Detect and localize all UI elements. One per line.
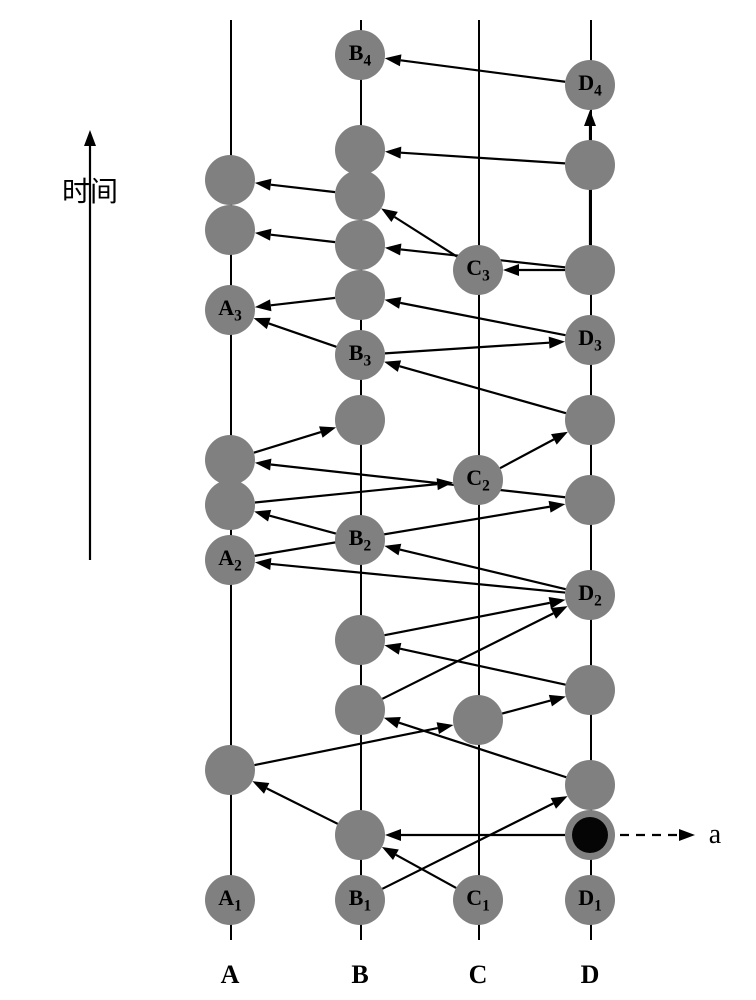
node-A3-label: A3 — [218, 295, 242, 325]
node-Dg — [565, 395, 615, 445]
node-Dj — [565, 140, 615, 190]
node-B2-label: B2 — [349, 525, 371, 555]
node-B1: B1 — [335, 875, 385, 925]
node-Bh — [335, 270, 385, 320]
node-Da-inner — [572, 817, 608, 853]
node-C1: C1 — [453, 875, 503, 925]
node-D2-label: D2 — [578, 580, 602, 610]
node-Cc — [453, 695, 503, 745]
column-label-A: A — [221, 960, 240, 990]
node-D4-label: D4 — [578, 70, 602, 100]
column-label-C: C — [469, 960, 488, 990]
node-C3-label: C3 — [466, 255, 490, 285]
node-Af — [205, 435, 255, 485]
node-B2: B2 — [335, 515, 385, 565]
node-A2: A2 — [205, 535, 255, 585]
node-D2: D2 — [565, 570, 615, 620]
node-C1-label: C1 — [466, 885, 490, 915]
annotation-a-label: a — [709, 819, 721, 851]
node-D1-label: D1 — [578, 885, 602, 915]
column-label-B: B — [351, 960, 368, 990]
node-Da — [565, 810, 615, 860]
node-Db — [565, 760, 615, 810]
node-B3: B3 — [335, 330, 385, 380]
column-label-D: D — [581, 960, 600, 990]
node-Ba — [335, 810, 385, 860]
node-B1-label: B1 — [349, 885, 371, 915]
node-A3: A3 — [205, 285, 255, 335]
node-Bi — [335, 220, 385, 270]
node-A1-label: A1 — [218, 885, 242, 915]
node-C2: C2 — [453, 455, 503, 505]
node-Dh — [565, 245, 615, 295]
node-A1: A1 — [205, 875, 255, 925]
node-Ab — [205, 745, 255, 795]
node-D3-label: D3 — [578, 325, 602, 355]
node-A2-label: A2 — [218, 545, 242, 575]
diagram-stage: A B C D 时间 a A1 B1 C1 D1 D2 A2 B2 C2 D3 B3 A3 C3 D4 B4 — [0, 0, 756, 1000]
node-Df — [565, 475, 615, 525]
time-axis-label: 时间 — [62, 170, 118, 210]
node-C3: C3 — [453, 245, 503, 295]
node-D3: D3 — [565, 315, 615, 365]
node-B3-label: B3 — [349, 340, 371, 370]
node-B4-label: B4 — [349, 40, 371, 70]
node-Aj — [205, 155, 255, 205]
node-Bd — [335, 615, 385, 665]
node-D4: D4 — [565, 60, 615, 110]
node-Bj — [335, 170, 385, 220]
node-Bf — [335, 395, 385, 445]
node-Ae — [205, 480, 255, 530]
node-D1: D1 — [565, 875, 615, 925]
node-Dc — [565, 665, 615, 715]
node-Ai — [205, 205, 255, 255]
node-Bk — [335, 125, 385, 175]
node-Bc — [335, 685, 385, 735]
node-C2-label: C2 — [466, 465, 490, 495]
node-B4: B4 — [335, 30, 385, 80]
